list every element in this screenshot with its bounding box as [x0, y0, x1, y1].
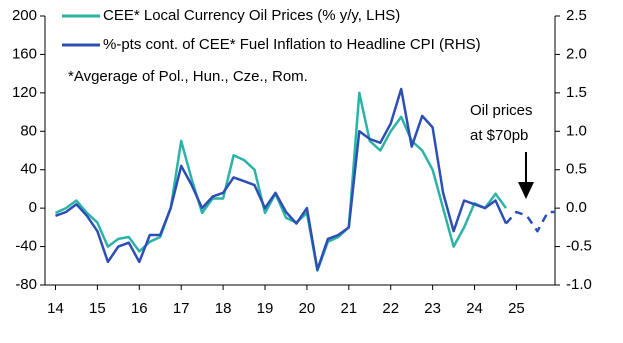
x-tick-label: 15	[89, 300, 106, 317]
legend-bg	[58, 33, 553, 57]
x-tick-label: 18	[215, 300, 232, 317]
x-tick-label: 24	[466, 300, 483, 317]
annotation: Oil prices	[470, 102, 533, 119]
x-tick-label: 16	[131, 300, 148, 317]
legend-label: CEE* Local Currency Oil Prices (% y/y, L…	[103, 7, 400, 24]
y2-tick-label: 1.0	[566, 122, 587, 139]
y2-tick-label: 2.0	[566, 45, 587, 62]
y-tick-label: 40	[20, 161, 37, 178]
x-tick-label: 25	[508, 300, 525, 317]
legend-label: %-pts cont. of CEE* Fuel Inflation to He…	[103, 36, 481, 53]
y-tick-label: -80	[15, 276, 37, 293]
legend-bg	[58, 4, 553, 28]
y-tick-label: 80	[20, 122, 37, 139]
x-tick-label: 19	[257, 300, 274, 317]
y2-tick-label: 0.5	[566, 161, 587, 178]
x-tick-label: 22	[382, 300, 399, 317]
y2-tick-label: 0.0	[566, 199, 587, 216]
y2-tick-label: 1.5	[566, 84, 587, 101]
annotation: *Avgerage of Pol., Hun., Cze., Rom.	[68, 68, 308, 85]
x-tick-label: 17	[173, 300, 190, 317]
y-tick-label: -40	[15, 238, 37, 255]
x-tick-label: 20	[299, 300, 316, 317]
x-tick-label: 23	[424, 300, 441, 317]
y-tick-label: 200	[12, 7, 37, 24]
y2-tick-label: -0.5	[566, 238, 592, 255]
annotation: at $70pb	[470, 127, 528, 144]
x-tick-label: 14	[47, 300, 64, 317]
series-line	[55, 87, 508, 271]
y2-tick-label: 2.5	[566, 7, 587, 24]
y-tick-label: 120	[12, 84, 37, 101]
series-line	[54, 91, 508, 272]
y2-tick-label: -1.0	[566, 276, 592, 293]
arrow-head	[518, 182, 534, 199]
series-line	[505, 210, 555, 233]
y-tick-label: 0	[29, 199, 37, 216]
x-tick-label: 21	[340, 300, 357, 317]
y-tick-label: 160	[12, 45, 37, 62]
